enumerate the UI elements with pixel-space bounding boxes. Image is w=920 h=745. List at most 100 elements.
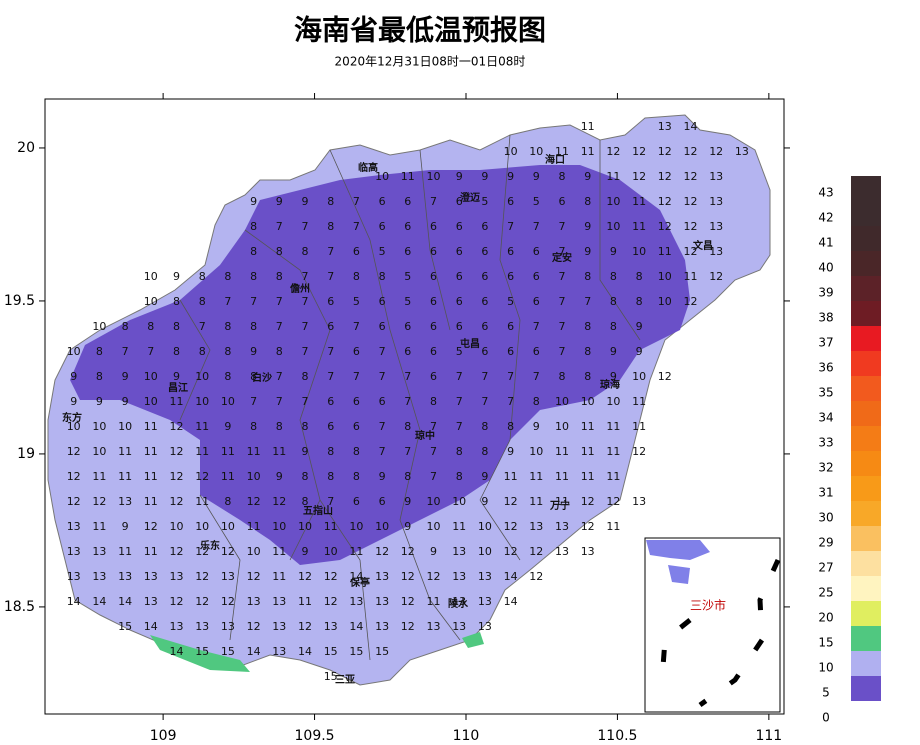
grid-value: 9 [250, 195, 257, 208]
grid-value: 9 [636, 320, 643, 333]
legend-label: 27 [818, 561, 833, 575]
grid-value: 12 [67, 470, 81, 483]
city-label: 定安 [552, 251, 572, 264]
inset-land [646, 540, 710, 584]
grid-value: 11 [118, 445, 132, 458]
grid-value: 13 [221, 570, 235, 583]
grid-value: 5 [353, 295, 360, 308]
grid-value: 13 [67, 545, 81, 558]
grid-value: 13 [452, 545, 466, 558]
legend-swatch [851, 326, 881, 351]
grid-value: 6 [456, 220, 463, 233]
grid-value: 11 [529, 495, 543, 508]
grid-value: 7 [147, 345, 154, 358]
inset-frame [644, 537, 781, 713]
grid-value: 8 [199, 270, 206, 283]
grid-value: 12 [632, 445, 646, 458]
grid-value: 7 [584, 295, 591, 308]
grid-value: 12 [195, 595, 209, 608]
grid-value: 7 [456, 395, 463, 408]
grid-value: 7 [302, 320, 309, 333]
grid-value: 11 [324, 520, 338, 533]
grid-value: 12 [144, 520, 158, 533]
x-tick-label: 109.5 [295, 728, 335, 744]
grid-value: 12 [504, 520, 518, 533]
grid-value: 13 [478, 620, 492, 633]
grid-value: 7 [430, 195, 437, 208]
grid-value: 15 [375, 645, 389, 658]
grid-value: 8 [302, 470, 309, 483]
grid-value: 12 [170, 495, 184, 508]
grid-value: 12 [684, 170, 698, 183]
grid-value: 15 [324, 645, 338, 658]
grid-value: 12 [684, 195, 698, 208]
grid-value: 12 [67, 495, 81, 508]
grid-value: 9 [507, 445, 514, 458]
grid-value: 13 [452, 570, 466, 583]
grid-value: 10 [478, 545, 492, 558]
grid-value: 11 [504, 470, 518, 483]
title: 海南省最低温预报图 [294, 14, 546, 47]
grid-value: 7 [379, 370, 386, 383]
grid-value: 12 [247, 620, 261, 633]
grid-value: 7 [481, 395, 488, 408]
x-tick-label: 109 [150, 728, 177, 744]
grid-value: 12 [658, 170, 672, 183]
grid-value: 11 [606, 520, 620, 533]
grid-value: 12 [67, 445, 81, 458]
grid-value: 12 [247, 570, 261, 583]
grid-value: 13 [478, 570, 492, 583]
grid-value: 13 [272, 620, 286, 633]
legend-label: 29 [818, 536, 833, 550]
grid-value: 8 [224, 270, 231, 283]
grid-value: 6 [430, 245, 437, 258]
grid-value: 12 [195, 470, 209, 483]
city-label: 万宁 [549, 499, 570, 512]
grid-value: 12 [247, 495, 261, 508]
grid-value: 13 [735, 145, 749, 158]
grid-value: 10 [92, 420, 106, 433]
grid-value: 11 [144, 420, 158, 433]
grid-value: 8 [430, 395, 437, 408]
grid-value: 12 [92, 495, 106, 508]
grid-value: 8 [481, 420, 488, 433]
grid-value: 10 [555, 395, 569, 408]
grid-value: 8 [173, 345, 180, 358]
grid-value: 12 [684, 245, 698, 258]
grid-value: 10 [606, 395, 620, 408]
grid-value: 8 [584, 345, 591, 358]
grid-value: 7 [533, 320, 540, 333]
grid-value: 15 [324, 670, 338, 683]
x-tick-label: 110.5 [597, 728, 637, 744]
grid-value: 7 [353, 195, 360, 208]
grid-value: 8 [276, 420, 283, 433]
grid-value: 6 [404, 345, 411, 358]
grid-value: 12 [658, 220, 672, 233]
legend-swatch [851, 676, 881, 701]
grid-value: 15 [118, 620, 132, 633]
grid-value: 11 [195, 420, 209, 433]
grid-value: 12 [324, 570, 338, 583]
grid-value: 11 [632, 420, 646, 433]
grid-value: 9 [610, 245, 617, 258]
grid-value: 7 [327, 345, 334, 358]
grid-value: 13 [67, 570, 81, 583]
grid-value: 8 [199, 295, 206, 308]
grid-value: 6 [430, 370, 437, 383]
grid-value: 11 [529, 470, 543, 483]
grid-value: 11 [581, 445, 595, 458]
grid-value: 13 [247, 595, 261, 608]
grid-value: 9 [173, 370, 180, 383]
legend-swatch [851, 501, 881, 526]
grid-value: 8 [96, 345, 103, 358]
grid-value: 6 [481, 320, 488, 333]
grid-value: 8 [250, 270, 257, 283]
grid-value: 9 [404, 495, 411, 508]
grid-value: 7 [481, 370, 488, 383]
grid-value: 6 [507, 345, 514, 358]
temperature-grid: 11 13 14 10 10 11 11 12 12 12 12 12 13 10 11 10 9 9 9 9 8 9 11… [62, 120, 749, 686]
grid-value: 7 [302, 295, 309, 308]
grid-value: 6 [353, 420, 360, 433]
city-label: 乐东 [200, 539, 220, 552]
